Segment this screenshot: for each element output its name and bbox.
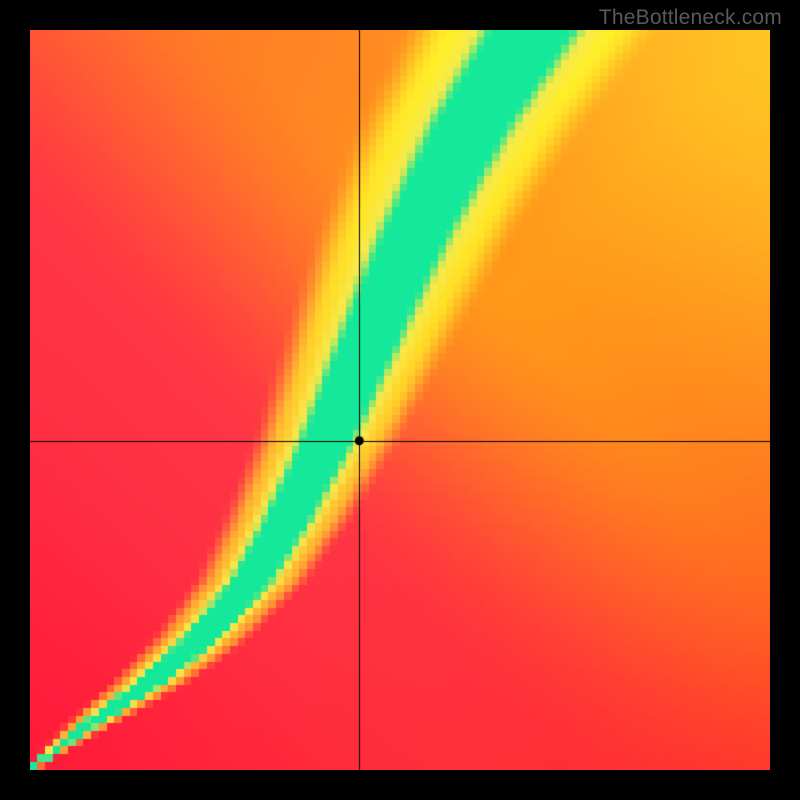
watermark-text: TheBottleneck.com <box>599 6 782 30</box>
crosshair-overlay <box>30 30 770 770</box>
chart-container: { "watermark": "TheBottleneck.com", "can… <box>0 0 800 800</box>
